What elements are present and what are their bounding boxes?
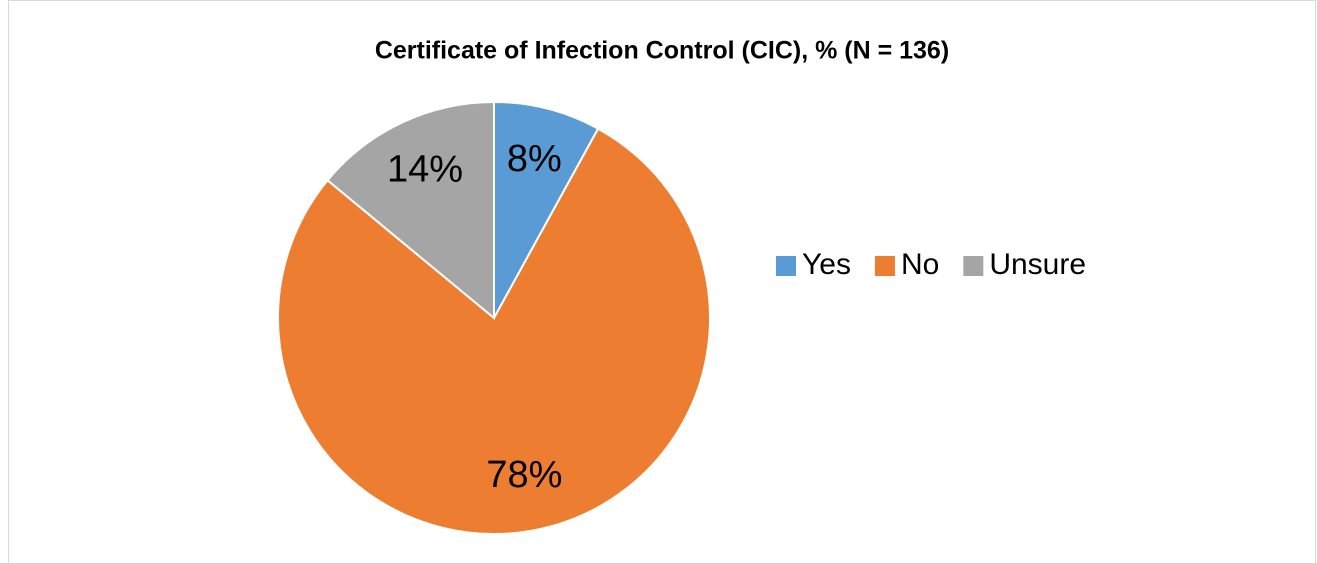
legend-label: No xyxy=(901,248,939,281)
chart-title: Certificate of Infection Control (CIC), … xyxy=(375,37,949,65)
pie-slice xyxy=(493,100,600,319)
data-label: 8% xyxy=(507,138,562,180)
data-label: 78% xyxy=(486,454,562,496)
legend-label: Unsure xyxy=(989,248,1086,281)
data-label: 14% xyxy=(387,148,463,190)
legend-swatch xyxy=(776,256,796,276)
legend-swatch xyxy=(963,256,984,276)
pie-slice xyxy=(277,127,711,535)
legend-swatch xyxy=(874,256,895,276)
pie-slice xyxy=(326,100,495,321)
legend-label: Yes xyxy=(802,248,851,281)
